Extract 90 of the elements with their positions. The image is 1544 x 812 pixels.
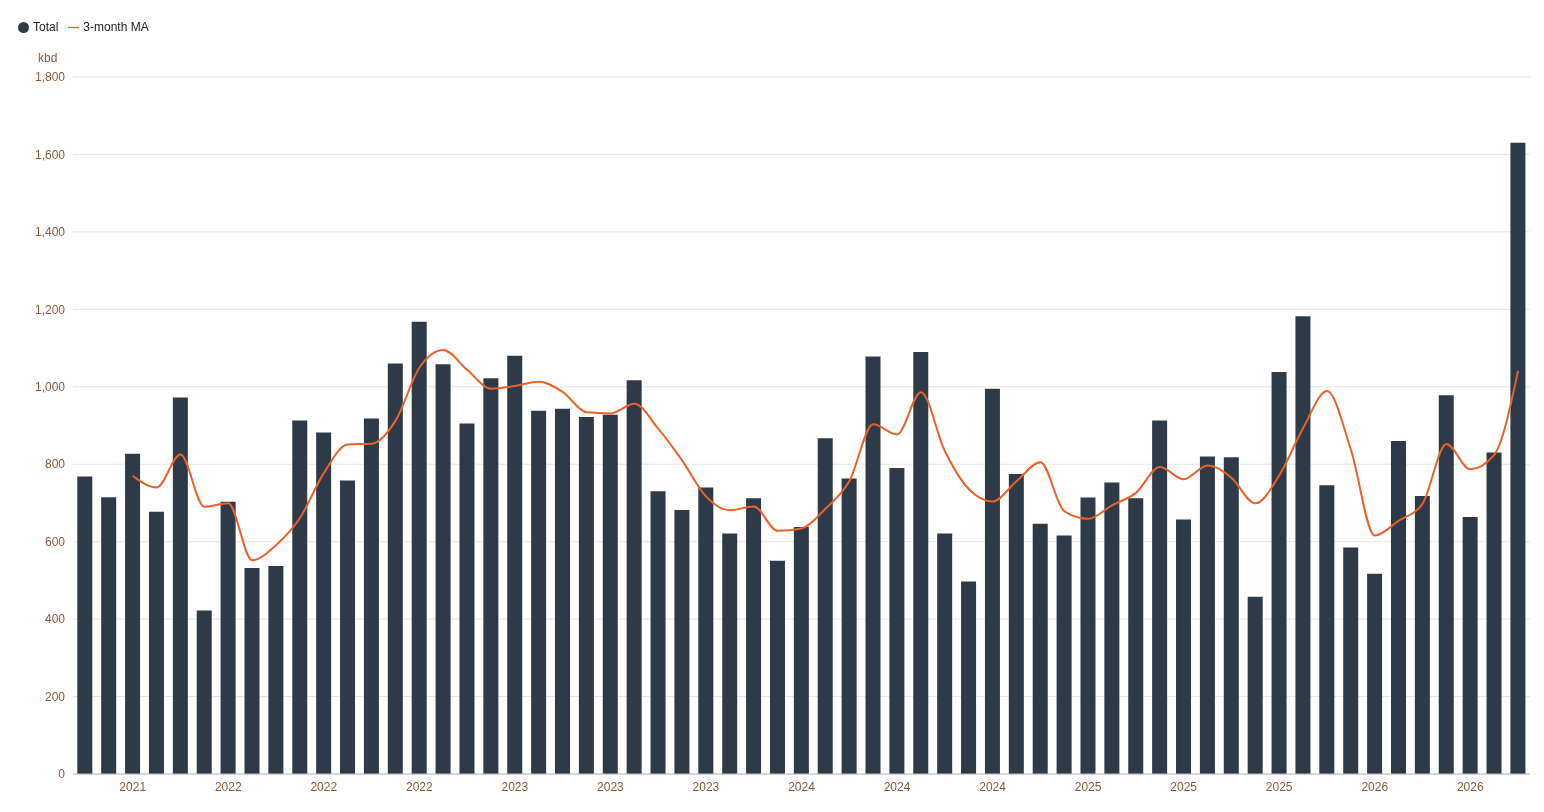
bar xyxy=(1414,495,1430,774)
x-tick-label: 2026 xyxy=(1361,779,1389,794)
bar xyxy=(316,432,332,774)
bar xyxy=(435,364,451,774)
x-tick-label: 2024 xyxy=(979,779,1007,794)
bar xyxy=(1128,498,1144,774)
bar xyxy=(1271,372,1287,774)
bar xyxy=(196,610,212,774)
bar xyxy=(793,526,809,774)
bar xyxy=(602,414,618,774)
bar xyxy=(1319,485,1335,774)
bar xyxy=(555,408,570,774)
bar xyxy=(746,498,762,774)
x-tick-label: 2023 xyxy=(501,779,529,794)
bar xyxy=(913,351,929,774)
bar xyxy=(1104,482,1120,774)
x-tick-label: 2025 xyxy=(1265,779,1293,794)
bar xyxy=(148,511,164,774)
bar xyxy=(1032,523,1048,774)
line-series xyxy=(131,348,1520,562)
x-tick-label: 2023 xyxy=(597,779,625,794)
bar xyxy=(483,378,499,774)
bar xyxy=(244,568,260,774)
bar xyxy=(722,533,738,774)
bar xyxy=(340,480,356,774)
bar xyxy=(292,420,308,774)
bar xyxy=(268,566,284,774)
y-tick-label: 1,200 xyxy=(34,302,66,317)
x-tick-label: 2023 xyxy=(692,779,720,794)
y-tick-label: 0 xyxy=(58,767,66,782)
bar xyxy=(220,501,236,774)
bar xyxy=(1247,596,1263,774)
bar xyxy=(459,423,475,774)
bar xyxy=(101,497,117,774)
bar xyxy=(817,438,833,774)
bar xyxy=(1223,457,1239,774)
y-tick-label: 1,400 xyxy=(34,225,66,240)
x-tick-label: 2025 xyxy=(1074,779,1102,794)
bar xyxy=(411,321,427,774)
y-tick-label: 800 xyxy=(44,457,66,472)
bar xyxy=(865,356,881,774)
x-tick-label: 2024 xyxy=(883,779,911,794)
y-tick-label: 200 xyxy=(44,689,66,704)
y-tick-label: 600 xyxy=(44,534,66,549)
bar xyxy=(984,388,1000,774)
bar xyxy=(1390,440,1406,774)
bar xyxy=(937,533,953,774)
x-tick-label: 2022 xyxy=(310,779,338,794)
bar xyxy=(125,453,141,774)
bar xyxy=(674,509,690,774)
legend-label: Total xyxy=(33,20,59,34)
x-tick-label: 2022 xyxy=(405,779,434,794)
bar xyxy=(1510,142,1526,774)
bar xyxy=(1152,420,1168,774)
legend-label: 3-month MA xyxy=(83,20,149,34)
bar xyxy=(1199,456,1215,774)
y-axis-title: kbd xyxy=(38,51,58,65)
bar xyxy=(1343,547,1359,774)
bar xyxy=(363,418,379,774)
y-tick-label: 400 xyxy=(44,612,66,627)
bar xyxy=(650,491,666,774)
bar xyxy=(507,355,523,774)
x-tick-label: 2025 xyxy=(1170,779,1198,794)
y-tick-label: 1,800 xyxy=(34,70,66,85)
y-tick-label: 1,000 xyxy=(34,380,66,395)
bar xyxy=(1367,573,1383,774)
bar xyxy=(1176,519,1192,774)
bar xyxy=(77,476,93,774)
bar xyxy=(889,468,905,774)
bar xyxy=(698,487,714,774)
bar xyxy=(626,380,642,774)
x-tick-label: 2022 xyxy=(214,779,242,794)
bar xyxy=(578,416,594,774)
bar xyxy=(172,397,188,774)
y-tick-label: 1,600 xyxy=(34,147,66,162)
bar xyxy=(841,478,857,774)
bar xyxy=(1295,316,1311,774)
bar xyxy=(1438,395,1454,774)
bar xyxy=(961,581,977,774)
bar xyxy=(387,363,403,774)
bar xyxy=(1056,535,1072,774)
x-tick-label: 2021 xyxy=(119,779,147,794)
bar xyxy=(1080,497,1096,774)
bar xyxy=(1008,473,1024,774)
bar xyxy=(1486,452,1502,774)
x-tick-label: 2026 xyxy=(1456,779,1484,794)
bar xyxy=(531,410,547,774)
bar xyxy=(1462,516,1478,774)
x-tick-label: 2024 xyxy=(788,779,816,794)
bar xyxy=(769,560,785,774)
